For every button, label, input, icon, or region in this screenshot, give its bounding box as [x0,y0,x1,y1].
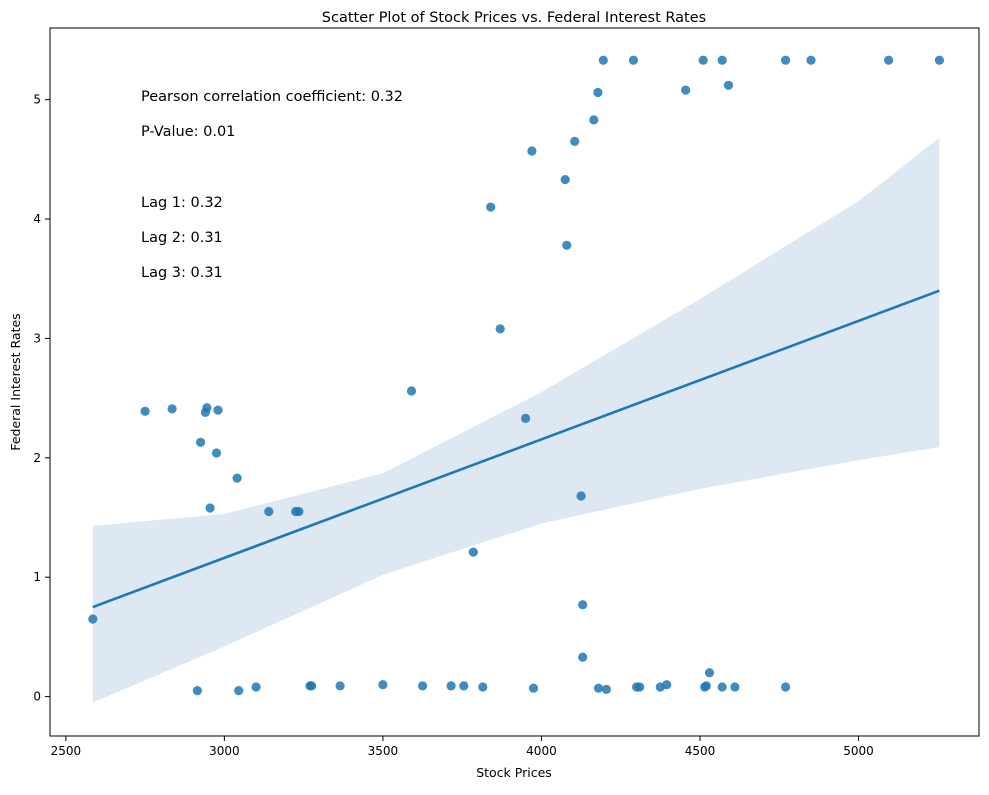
data-point [730,682,740,692]
data-point [593,87,603,98]
x-tick-label: 3500 [368,744,399,758]
x-axis-label: Stock Prices [476,765,552,780]
data-point [601,684,612,695]
stat-annotation: P-Value: 0.01 [141,124,235,140]
data-point [192,686,202,696]
data-point [468,547,478,557]
data-point [378,680,388,690]
x-tick-label: 4000 [526,744,557,758]
data-point [232,473,242,483]
x-tick-label: 2500 [51,744,82,758]
data-point [570,136,580,146]
data-point [628,55,639,65]
y-tick-label: 1 [33,570,41,584]
y-tick-label: 0 [33,690,41,704]
data-point [717,682,727,692]
data-point [211,448,222,458]
plot-frame [49,27,980,737]
data-point [576,491,586,501]
data-point [251,682,261,692]
data-point [486,202,496,212]
stat-annotation: Lag 2: 0.31 [141,230,223,246]
data-point [662,680,672,690]
data-point [205,503,215,513]
data-point [406,386,417,396]
y-tick-label: 2 [33,451,41,465]
data-point [478,682,488,692]
data-point [202,403,212,413]
data-point [88,614,98,624]
data-point [593,683,604,693]
x-tick-label: 5000 [843,744,874,758]
data-point [704,668,715,678]
data-point [681,85,691,95]
data-point [717,55,727,65]
data-point [446,681,456,691]
data-point [234,686,244,696]
data-point [527,146,537,156]
data-point [495,324,505,334]
data-point [307,681,317,691]
confidence-band [92,137,940,703]
data-point [213,405,223,415]
data-point [701,681,711,691]
data-point [598,55,608,65]
data-point [884,55,894,65]
y-tick-label: 5 [33,93,41,107]
data-point [578,600,588,610]
chart-title: Scatter Plot of Stock Prices vs. Federal… [322,10,706,26]
data-point [294,506,304,517]
stat-annotation: Lag 1: 0.32 [141,195,223,211]
data-point [167,404,177,414]
data-point [723,80,734,90]
data-point [635,682,645,692]
stat-annotation: Pearson correlation coefficient: 0.32 [141,89,403,105]
data-point [934,55,945,65]
data-point [335,681,345,691]
data-point [589,115,599,125]
y-tick-label: 3 [33,331,41,345]
data-point [560,175,570,185]
regression-line [92,289,940,609]
data-point [578,652,588,662]
data-point [140,406,150,416]
x-tick-label: 4500 [685,744,716,758]
data-point [781,682,791,692]
data-point [196,437,206,447]
data-point [418,681,428,691]
data-point [264,506,274,517]
data-point [562,240,572,250]
data-point [521,413,531,423]
stat-annotation: Lag 3: 0.31 [141,265,223,281]
data-point [528,683,539,693]
x-tick-label: 3000 [209,744,240,758]
data-point [806,55,816,65]
data-point [459,681,469,691]
data-point [698,55,708,65]
y-axis-label: Federal Interest Rates [8,313,23,450]
y-tick-label: 4 [33,212,41,226]
data-point [781,55,791,65]
